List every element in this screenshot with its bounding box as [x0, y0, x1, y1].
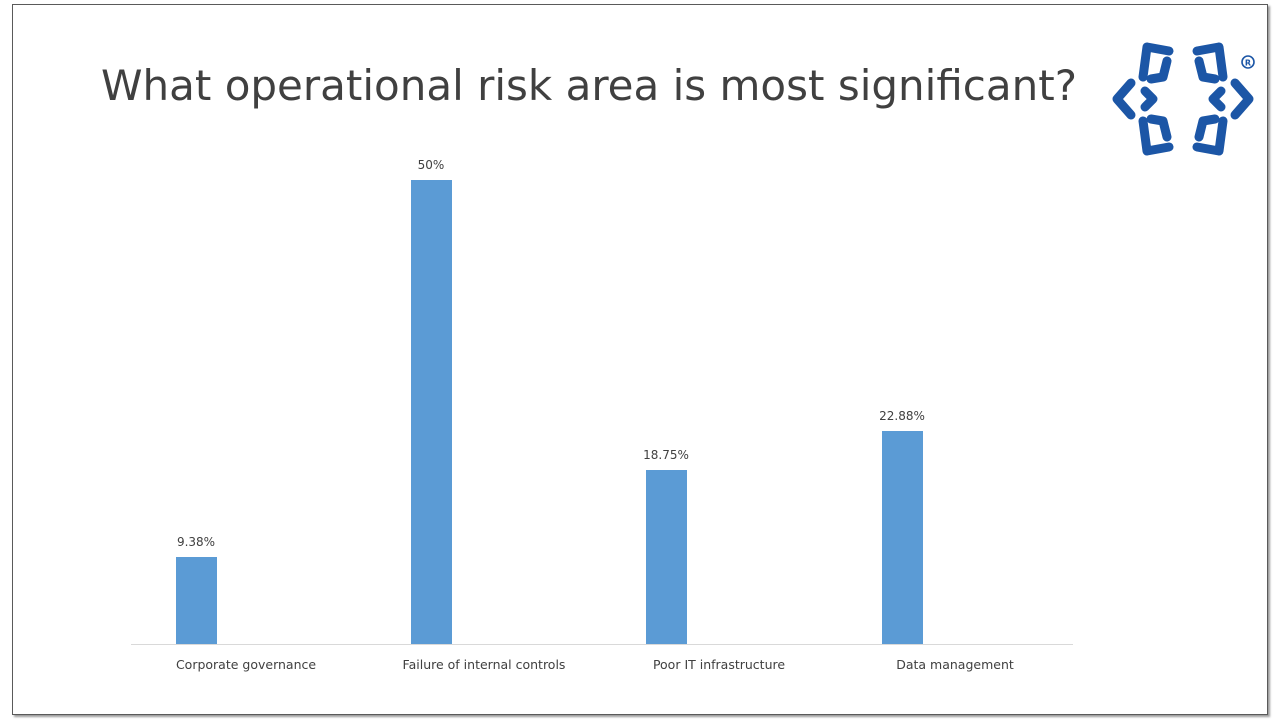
value-label: 9.38%: [176, 535, 216, 549]
category-label: Corporate governance: [175, 657, 317, 672]
bar-data-management: [882, 431, 923, 644]
category-label: Data management: [896, 657, 1014, 672]
hexagonal-brackets-logo-icon: R: [1112, 42, 1255, 156]
slide-frame: What operational risk area is most signi…: [12, 4, 1268, 715]
bar-poor-it-infrastructure: [646, 470, 687, 644]
value-label: 18.75%: [643, 448, 689, 462]
category-label: Poor IT infrastructure: [652, 657, 786, 672]
bar-corporate-governance: [176, 557, 217, 644]
bar-failure-of-internal-controls: [411, 180, 452, 644]
x-axis-line: [131, 644, 1073, 645]
slide-title: What operational risk area is most signi…: [101, 61, 1077, 110]
registered-mark: R: [1245, 59, 1251, 68]
category-label: Failure of internal controls: [402, 657, 566, 672]
bar-chart: 9.38% Corporate governance 50% Failure o…: [13, 5, 1267, 714]
value-label: 22.88%: [879, 409, 925, 423]
value-label: 50%: [417, 158, 445, 172]
